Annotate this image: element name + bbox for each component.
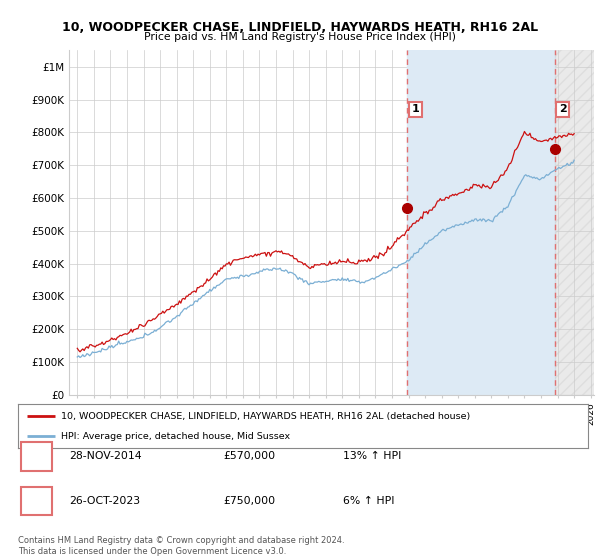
Text: 26-OCT-2023: 26-OCT-2023 xyxy=(70,496,140,506)
Text: Price paid vs. HM Land Registry's House Price Index (HPI): Price paid vs. HM Land Registry's House … xyxy=(144,32,456,42)
Text: £750,000: £750,000 xyxy=(223,496,275,506)
Text: 2: 2 xyxy=(559,105,566,114)
FancyBboxPatch shape xyxy=(21,487,52,515)
Text: 13% ↑ HPI: 13% ↑ HPI xyxy=(343,451,401,461)
Text: 28-NOV-2014: 28-NOV-2014 xyxy=(70,451,142,461)
Bar xyxy=(555,50,600,395)
Text: 10, WOODPECKER CHASE, LINDFIELD, HAYWARDS HEATH, RH16 2AL: 10, WOODPECKER CHASE, LINDFIELD, HAYWARD… xyxy=(62,21,538,34)
Text: 6% ↑ HPI: 6% ↑ HPI xyxy=(343,496,394,506)
Text: Contains HM Land Registry data © Crown copyright and database right 2024.
This d: Contains HM Land Registry data © Crown c… xyxy=(18,536,344,556)
Bar xyxy=(407,50,555,395)
Text: HPI: Average price, detached house, Mid Sussex: HPI: Average price, detached house, Mid … xyxy=(61,432,290,441)
Text: £570,000: £570,000 xyxy=(223,451,275,461)
Text: 10, WOODPECKER CHASE, LINDFIELD, HAYWARDS HEATH, RH16 2AL (detached house): 10, WOODPECKER CHASE, LINDFIELD, HAYWARD… xyxy=(61,412,470,421)
Text: 1: 1 xyxy=(33,451,41,461)
FancyBboxPatch shape xyxy=(21,442,52,470)
Text: 2: 2 xyxy=(33,496,41,506)
Text: 1: 1 xyxy=(412,105,419,114)
